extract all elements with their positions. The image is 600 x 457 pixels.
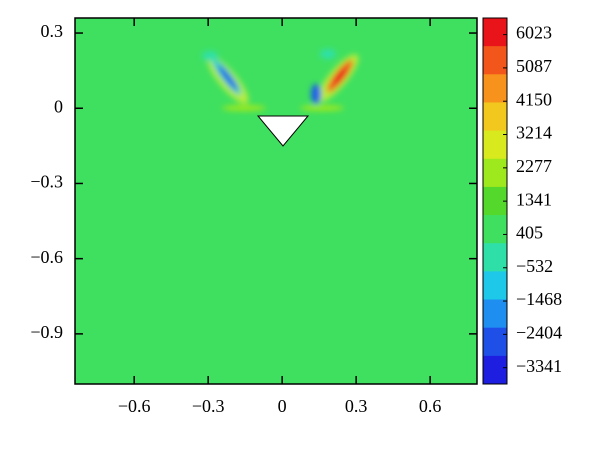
y-tick-label: −0.9	[30, 322, 63, 342]
field-background	[75, 18, 477, 384]
field-feature	[311, 84, 321, 104]
colorbar-band	[483, 158, 507, 188]
colorbar-tick-label: 1341	[516, 189, 552, 209]
x-tick-label: 0.3	[345, 396, 368, 416]
colorbar-band	[483, 74, 507, 103]
body-cutout	[256, 115, 310, 147]
colorbar-band	[483, 130, 507, 160]
field-feature	[320, 49, 336, 59]
colorbar-tick-label: −3341	[516, 356, 562, 376]
colorbar-band	[483, 243, 507, 272]
colorbar-tick-label: 3214	[516, 123, 552, 143]
colorbar-band	[483, 46, 507, 75]
colorbar-tick-label: 5087	[516, 56, 552, 76]
field-feature	[300, 105, 344, 111]
colorbar-band	[483, 299, 507, 329]
colorbar-tick-label: 6023	[516, 23, 552, 43]
plot-frame	[74, 17, 478, 385]
y-tick-label: 0	[54, 96, 63, 116]
y-tick-label: −0.6	[30, 247, 63, 267]
colorbar-tick-label: −1468	[516, 289, 562, 309]
x-tick-label: 0.6	[419, 396, 442, 416]
colorbar-band	[483, 215, 507, 244]
y-tick-label: −0.3	[30, 172, 63, 192]
colorbar-frame	[482, 17, 508, 385]
colorbar-band	[483, 18, 507, 47]
colorbar-band	[483, 271, 507, 301]
field-feature	[217, 65, 239, 91]
colorbar-tick-label: 2277	[516, 156, 552, 176]
field-feature	[222, 105, 266, 111]
colorbar-band	[483, 102, 507, 132]
y-tick-label: 0.3	[41, 21, 64, 41]
colorbar-tick-label: −2404	[516, 322, 562, 342]
x-tick-label: −0.3	[192, 396, 225, 416]
colorbar-band	[483, 327, 507, 357]
field-features	[202, 49, 359, 147]
field-feature	[202, 51, 218, 61]
colorbar-band	[483, 355, 507, 385]
colorbar-tick-label: 4150	[516, 89, 552, 109]
colorbar-tick-label: −532	[516, 256, 553, 276]
plot-area	[75, 18, 477, 384]
x-tick-label: 0	[278, 396, 287, 416]
colorbar-tick-label: 405	[516, 223, 543, 243]
x-tick-label: −0.6	[118, 396, 151, 416]
field-feature	[333, 67, 347, 85]
